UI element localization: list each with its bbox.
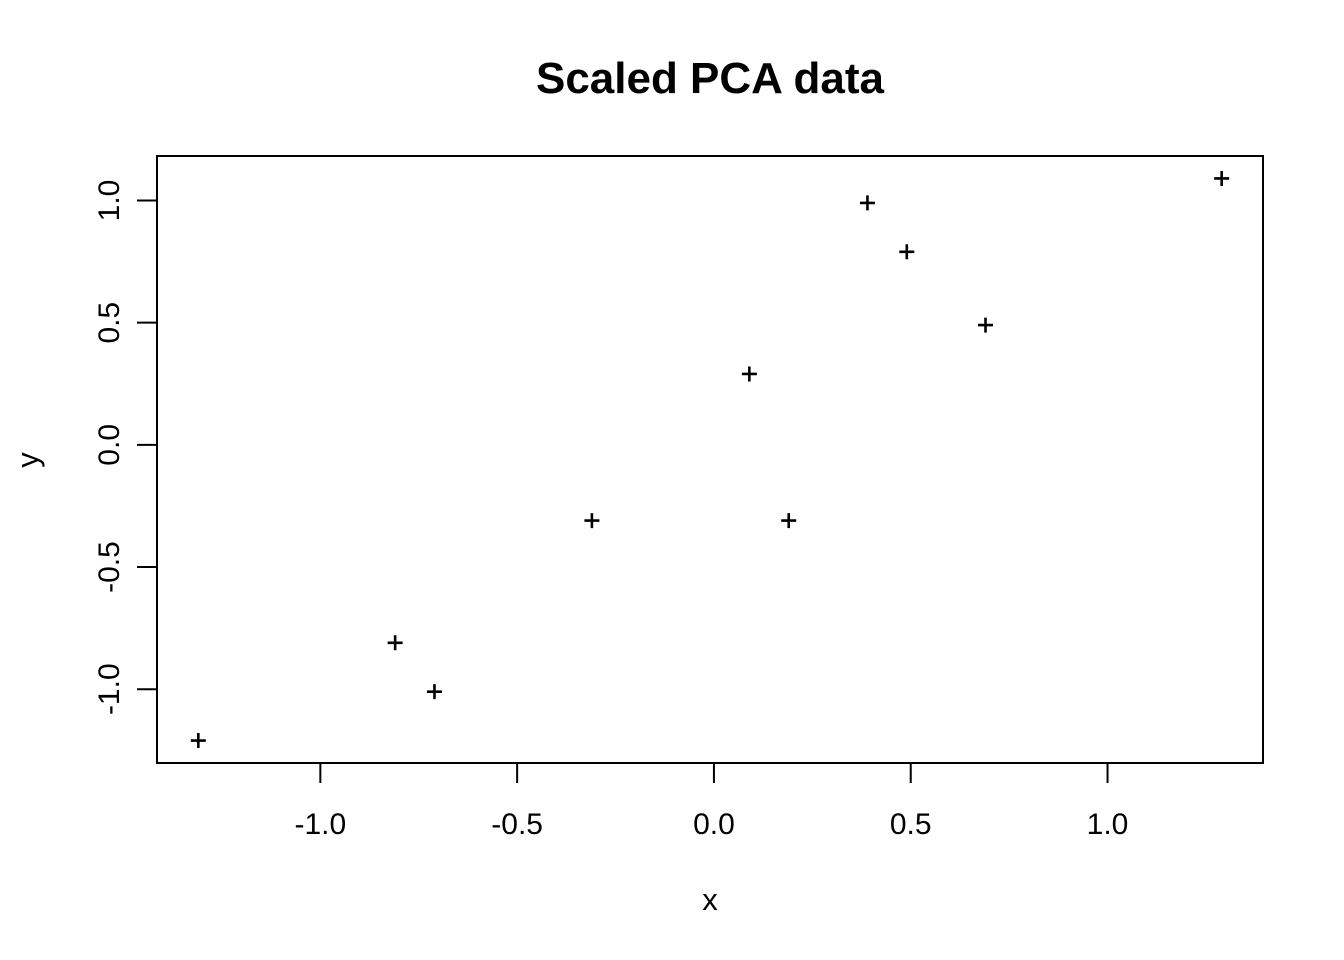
data-point-marker bbox=[859, 195, 875, 211]
x-tick-label: -0.5 bbox=[491, 808, 543, 841]
x-axis-label: x bbox=[702, 882, 718, 917]
data-point-marker bbox=[1214, 170, 1230, 186]
x-tick-label: 0.0 bbox=[693, 808, 735, 841]
chart-title: Scaled PCA data bbox=[536, 54, 885, 103]
data-point-marker bbox=[899, 244, 915, 260]
y-tick-label: 0.5 bbox=[93, 302, 126, 344]
y-tick-label: 1.0 bbox=[93, 180, 126, 222]
data-point-marker bbox=[781, 513, 797, 529]
x-tick-label: 0.5 bbox=[890, 808, 932, 841]
x-tick-label: 1.0 bbox=[1087, 808, 1129, 841]
data-point-marker bbox=[584, 513, 600, 529]
x-axis: -1.0 -0.5 0.0 0.5 1.0 bbox=[294, 763, 1128, 841]
data-point-marker bbox=[387, 635, 403, 651]
plot-box bbox=[156, 155, 1264, 764]
y-tick-label: -0.5 bbox=[93, 541, 126, 593]
data-points-layer bbox=[190, 170, 1230, 749]
data-point-marker bbox=[978, 317, 994, 333]
data-point-marker bbox=[190, 733, 206, 749]
y-axis: -1.0 -0.5 0.0 0.5 1.0 bbox=[93, 180, 157, 715]
data-point-marker bbox=[426, 684, 442, 700]
x-tick-label: -1.0 bbox=[294, 808, 346, 841]
y-axis-label: y bbox=[10, 452, 45, 468]
data-point-marker bbox=[741, 366, 757, 382]
y-tick-label: 0.0 bbox=[93, 424, 126, 466]
y-tick-label: -1.0 bbox=[93, 663, 126, 715]
